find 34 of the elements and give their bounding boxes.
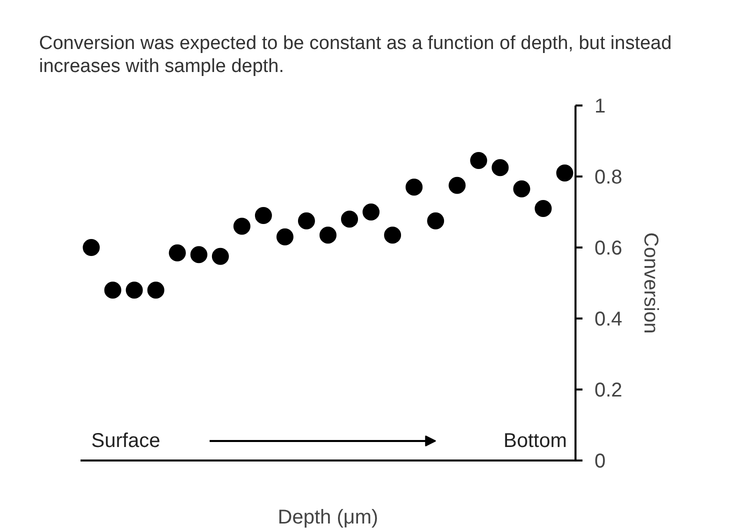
point [320, 226, 336, 244]
point [212, 248, 229, 265]
point [276, 228, 294, 246]
point [492, 159, 509, 176]
y-tick-label: 0.8 [594, 166, 622, 188]
point [470, 152, 488, 170]
annotation: Bottom [504, 430, 567, 452]
point [556, 164, 574, 182]
point [147, 282, 164, 299]
point [254, 207, 272, 224]
annotation: Surface [91, 430, 160, 452]
point [82, 239, 100, 256]
y-tick-label: 1 [594, 96, 606, 118]
point [341, 210, 358, 228]
y-tick-label: 0 [594, 450, 606, 472]
point [126, 282, 143, 299]
point [406, 178, 423, 196]
point [298, 212, 315, 230]
point [168, 244, 186, 262]
y-axis-title: Conversion [639, 232, 662, 334]
y-tick-label: 0.4 [594, 308, 622, 330]
point [104, 282, 122, 299]
y-tick-label: 0.2 [594, 380, 622, 402]
point [233, 218, 250, 235]
point [362, 204, 380, 220]
point [448, 176, 466, 194]
point [534, 200, 552, 217]
point [384, 226, 402, 244]
chart-title: Conversion was expected to be constant as a function of depth, but instead increases with sample depth. [39, 33, 673, 79]
y-tick-label: 0.6 [594, 238, 622, 260]
point [513, 180, 530, 198]
point [190, 246, 208, 264]
point [427, 212, 444, 230]
x-axis-title: Depth (μm) [278, 506, 378, 528]
